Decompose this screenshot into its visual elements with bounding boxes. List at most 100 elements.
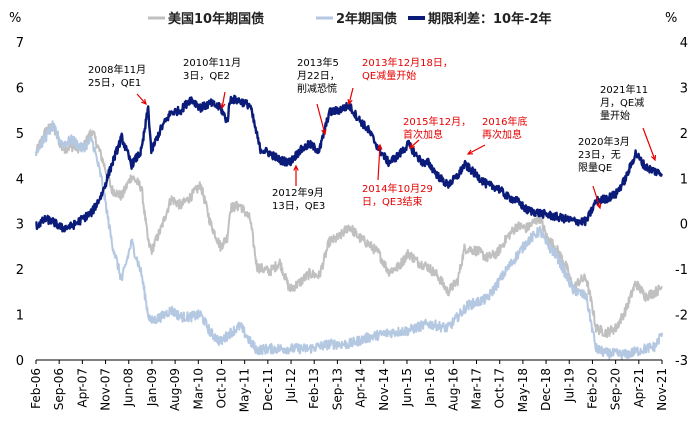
right-axis-unit: % bbox=[665, 11, 677, 26]
x-tick-label: Aug-16 bbox=[446, 368, 460, 411]
annotation-text: 2014年10月29 bbox=[362, 182, 433, 195]
x-tick-label: Apr-21 bbox=[632, 368, 646, 408]
left-axis-unit: % bbox=[9, 11, 21, 26]
right-y-tick-label: 3 bbox=[680, 81, 688, 96]
annotation-text: 2016年底 bbox=[482, 115, 527, 128]
legend: 美国10年期国债 2年期国债 期限利差：10年-2年 bbox=[148, 11, 552, 27]
annotation-arrow-head bbox=[408, 143, 415, 149]
right-y-tick-label: 1 bbox=[680, 172, 688, 187]
x-tick-label: Apr-14 bbox=[354, 368, 368, 408]
x-tick-label: Mar-17 bbox=[470, 368, 484, 409]
x-tick-label: Jan-09 bbox=[145, 368, 159, 407]
annotation-arrow-line bbox=[377, 144, 381, 181]
legend-label-us10y: 美国10年期国债 bbox=[168, 11, 264, 27]
annotation-text: 2013年5 bbox=[297, 56, 339, 69]
left-y-tick-label: 0 bbox=[16, 354, 24, 369]
annotation-arrow-head bbox=[650, 154, 657, 162]
annotation-text: QE减量开始 bbox=[362, 69, 416, 82]
left-y-tick-label: 7 bbox=[16, 36, 24, 51]
annotation-text: 13日，QE3 bbox=[272, 201, 325, 212]
annotation-arrow-head bbox=[321, 128, 327, 136]
x-tick-label: May-18 bbox=[516, 368, 530, 412]
annotation-text: 2015年12月， bbox=[403, 115, 471, 128]
annotation: 2013年12月18日，QE减量开始 bbox=[347, 56, 453, 106]
right-y-ticks: -3 -2 -1 0 1 2 3 4 bbox=[675, 36, 688, 369]
x-tick-label: Apr-07 bbox=[75, 368, 89, 408]
x-tick-label: Oct-17 bbox=[493, 368, 507, 408]
annotation-text: 量开始 bbox=[600, 109, 630, 122]
left-y-tick-label: 2 bbox=[16, 263, 24, 278]
left-y-tick-label: 6 bbox=[16, 81, 24, 96]
annotation-text: 限量QE bbox=[578, 162, 612, 174]
right-y-tick-label: -1 bbox=[675, 263, 688, 278]
series-line-us2y bbox=[34, 120, 664, 360]
left-y-tick-label: 3 bbox=[16, 218, 24, 233]
annotation-text: 月22日， bbox=[297, 70, 340, 82]
annotation-text: 2012年9月 bbox=[272, 186, 324, 199]
annotation-arrow-line bbox=[316, 103, 326, 135]
x-tick-label: May-11 bbox=[238, 368, 252, 412]
right-y-tick-label: 0 bbox=[680, 218, 688, 233]
annotation-text: 2013年12月18日， bbox=[362, 56, 453, 69]
x-tick-label: Nov-07 bbox=[99, 368, 113, 411]
annotation-arrow-line bbox=[642, 127, 656, 161]
annotation-arrow-head bbox=[220, 103, 226, 110]
annotation-arrow-line bbox=[136, 93, 147, 105]
annotation-arrow-line bbox=[348, 87, 354, 105]
x-tick-label: Sep-06 bbox=[52, 368, 66, 410]
annotation-arrow-head bbox=[347, 98, 353, 106]
x-tick-label: Jun-15 bbox=[400, 368, 414, 407]
annotation-arrow-head bbox=[377, 143, 383, 150]
annotation-text: 2010年11月 bbox=[183, 56, 241, 69]
annotation-text: 23日，无 bbox=[578, 150, 621, 161]
x-tick-label: Feb-06 bbox=[29, 368, 43, 409]
annotation-text: 25日，QE1 bbox=[88, 78, 141, 89]
right-y-tick-label: 4 bbox=[680, 36, 688, 51]
annotation-arrow-line bbox=[592, 185, 601, 209]
annotation-arrow-line bbox=[409, 139, 420, 149]
legend-label-spread: 期限利差：10年-2年 bbox=[428, 11, 552, 27]
x-tick-label: Sep-20 bbox=[609, 368, 623, 410]
x-tick-label: Nov-14 bbox=[377, 368, 391, 411]
x-tick-label: Nov-21 bbox=[655, 368, 669, 411]
annotation-text: 削减恐慌 bbox=[297, 82, 337, 95]
annotation-arrow-line bbox=[467, 144, 486, 155]
x-tick-label: Oct-10 bbox=[214, 368, 228, 408]
annotation: 2015年12月，首次加息 bbox=[403, 115, 471, 149]
left-y-tick-label: 5 bbox=[16, 127, 24, 142]
annotation-arrow-head bbox=[596, 203, 602, 210]
x-tick-label: Mar-10 bbox=[191, 368, 205, 409]
annotation-text: 2008年11月 bbox=[88, 63, 146, 76]
right-y-tick-label: -3 bbox=[675, 354, 688, 369]
right-y-tick-label: -2 bbox=[675, 309, 688, 324]
right-y-tick-label: 2 bbox=[680, 127, 688, 142]
x-tick-label: Aug-09 bbox=[168, 368, 182, 411]
legend-label-us2y: 2年期国债 bbox=[336, 11, 397, 27]
annotation: 2010年11月 3日，QE2 bbox=[183, 56, 241, 110]
x-tick-label: Jul-12 bbox=[284, 368, 298, 403]
x-tick-label: Jul-19 bbox=[562, 368, 576, 403]
annotation-text: 首次加息 bbox=[403, 128, 443, 141]
x-tick-label: Dec-18 bbox=[539, 368, 553, 411]
left-y-ticks: 0 1 2 3 4 5 6 7 bbox=[16, 36, 24, 369]
annotation: 2008年11月 25日，QE1 bbox=[88, 63, 147, 106]
annotation-text: 3日，QE2 bbox=[183, 71, 230, 82]
x-tick-label: Sep-13 bbox=[330, 368, 344, 410]
annotation-arrow-head bbox=[141, 99, 147, 106]
x-tick-label: Feb-20 bbox=[585, 368, 599, 409]
series-line-spread bbox=[35, 94, 663, 233]
annotation-arrow-head bbox=[293, 164, 299, 171]
annotation-text: 再次加息 bbox=[482, 128, 522, 141]
left-y-tick-label: 4 bbox=[16, 172, 24, 187]
x-axis-ticks: Feb-06 Sep-06 Apr-07 Nov-07 Jun-08 Jan-09 Aug-… bbox=[29, 360, 669, 412]
annotations: 2008年11月 25日，QE1 2010年11月 3日，QE2 2013年5月22日，… bbox=[88, 56, 657, 212]
annotation-arrow-head bbox=[466, 149, 474, 155]
annotation: 2012年9月 13日，QE3 bbox=[272, 164, 325, 212]
